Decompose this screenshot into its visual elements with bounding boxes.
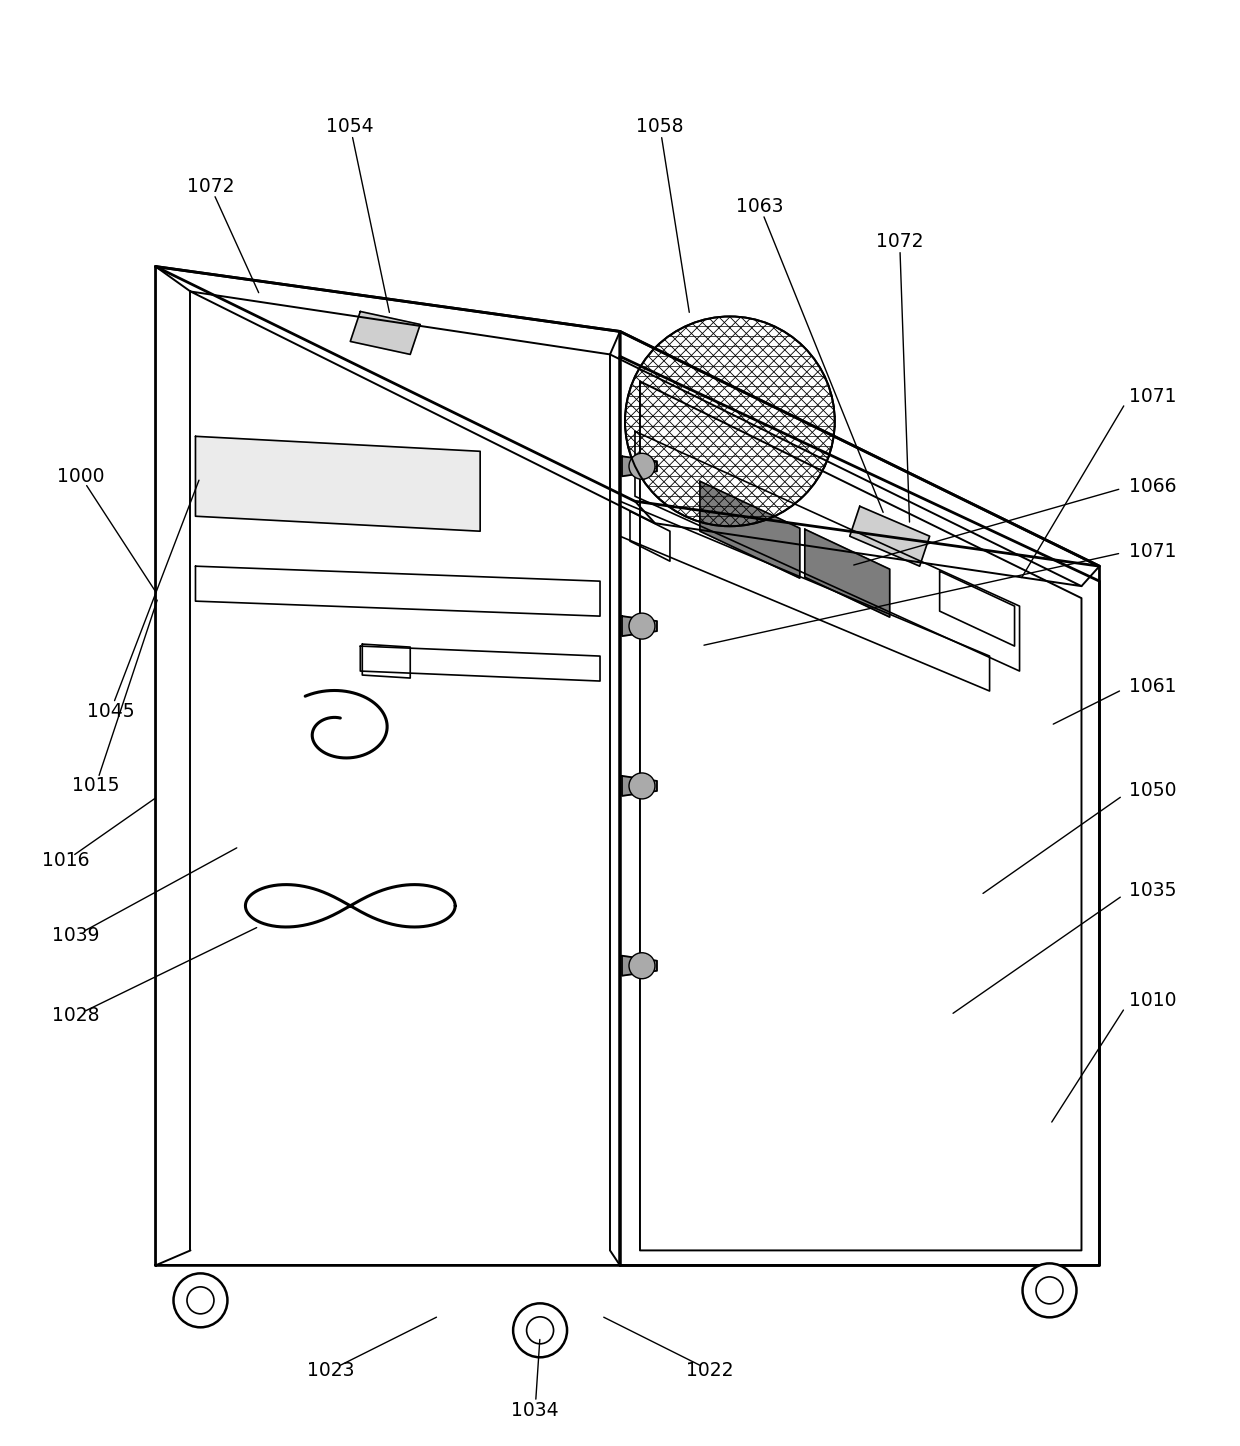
Text: 1034: 1034 (511, 1401, 559, 1420)
Text: 1072: 1072 (187, 176, 234, 197)
Text: 1015: 1015 (72, 777, 119, 795)
Polygon shape (351, 311, 420, 354)
Polygon shape (849, 506, 930, 567)
Text: 1028: 1028 (52, 1006, 99, 1025)
Circle shape (174, 1274, 227, 1327)
Text: 1022: 1022 (686, 1361, 734, 1379)
Text: 1066: 1066 (1130, 477, 1177, 496)
Circle shape (629, 453, 655, 479)
Text: 1045: 1045 (87, 701, 134, 720)
Circle shape (513, 1303, 567, 1358)
Text: 1010: 1010 (1130, 991, 1177, 1011)
Text: 1000: 1000 (57, 467, 104, 486)
Text: 1035: 1035 (1130, 881, 1177, 901)
Polygon shape (699, 482, 800, 578)
Polygon shape (622, 457, 657, 476)
Text: 1061: 1061 (1130, 677, 1177, 696)
Polygon shape (622, 616, 657, 636)
Text: 1050: 1050 (1130, 781, 1177, 801)
Text: 1072: 1072 (875, 231, 924, 252)
Text: 1039: 1039 (52, 927, 99, 946)
Text: 1071: 1071 (1130, 542, 1177, 561)
Text: 1063: 1063 (737, 197, 784, 215)
Text: 1054: 1054 (326, 117, 374, 136)
Text: 1023: 1023 (306, 1361, 355, 1379)
Polygon shape (805, 529, 889, 617)
Text: 1016: 1016 (42, 852, 89, 870)
Polygon shape (622, 777, 657, 795)
Circle shape (629, 613, 655, 639)
Polygon shape (196, 437, 480, 531)
Circle shape (1023, 1264, 1076, 1317)
Polygon shape (622, 956, 657, 976)
Text: 1058: 1058 (636, 117, 683, 136)
Text: 1071: 1071 (1130, 388, 1177, 406)
Circle shape (629, 953, 655, 979)
Circle shape (629, 774, 655, 798)
